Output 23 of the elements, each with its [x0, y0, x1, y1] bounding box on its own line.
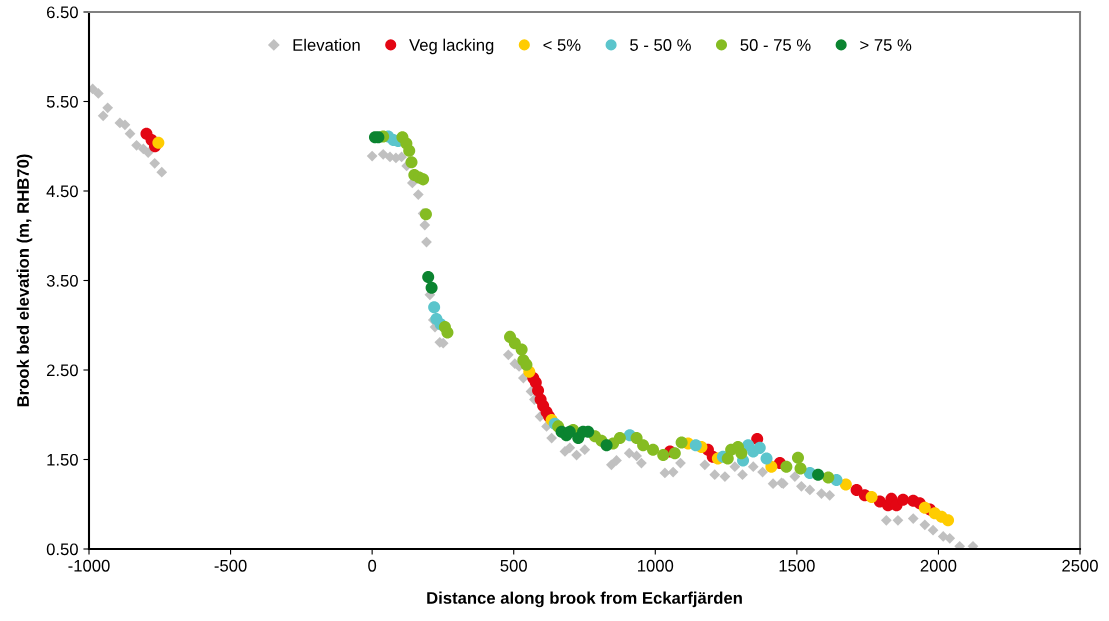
y-tick-label: 3.50 — [46, 274, 78, 287]
y-tick-label: 5.50 — [46, 95, 78, 108]
x-tick-label: 500 — [500, 559, 527, 572]
x-tick-label: -1000 — [68, 559, 110, 572]
x-tick-label: 0 — [368, 559, 377, 572]
legend-label: Elevation — [293, 38, 360, 51]
legend-label: > 75 % — [860, 39, 912, 51]
y-tick-label: 1.50 — [47, 453, 78, 466]
legend-label: < 5% — [543, 39, 581, 51]
legend-label: 50 - 75 % — [740, 39, 811, 51]
y-tick-label: 2.50 — [46, 364, 78, 377]
x-tick-label: 2500 — [1062, 559, 1098, 572]
x-tick-label: -500 — [214, 559, 247, 572]
legend-label: 5 - 50 % — [630, 39, 691, 51]
legend-label: Veg lacking — [409, 38, 494, 55]
y-tick-label: 6.50 — [46, 6, 78, 19]
x-axis-title: Distance along brook from Eckarfjärden — [427, 591, 742, 608]
y-axis-title: Brook bed elevation (m, RHB70) — [16, 154, 33, 407]
y-tick-label: 4.50 — [46, 185, 78, 198]
y-tick-label: 0.50 — [46, 543, 78, 556]
x-tick-label: 1000 — [638, 559, 674, 572]
x-tick-label: 2000 — [920, 559, 957, 572]
x-tick-label: 1500 — [779, 559, 815, 572]
